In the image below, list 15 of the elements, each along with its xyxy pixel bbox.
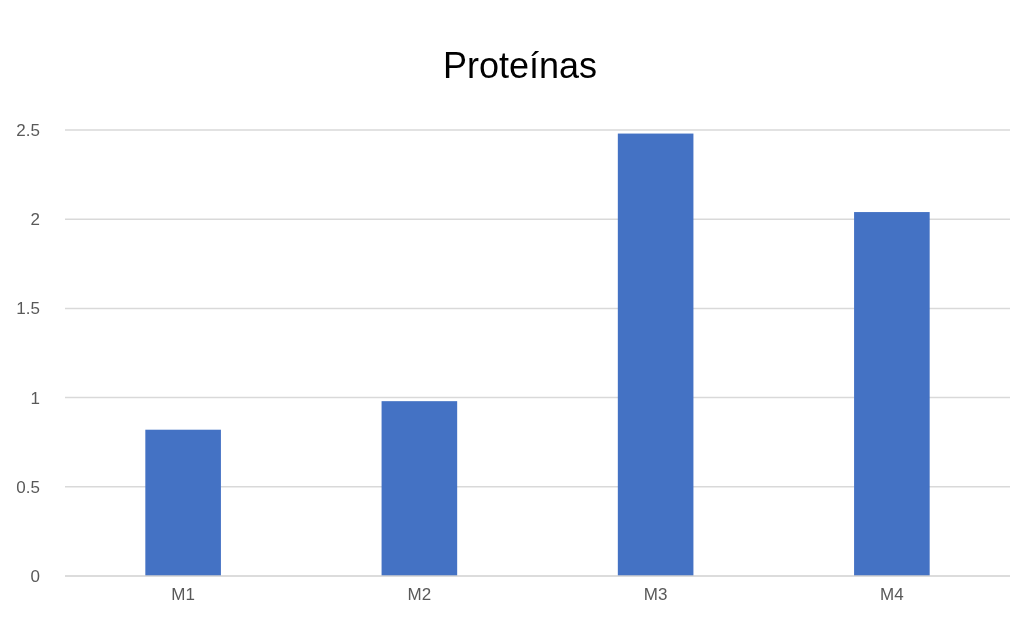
x-tick-label: M1 xyxy=(171,585,195,605)
bar xyxy=(145,429,221,576)
bar xyxy=(854,212,930,576)
y-tick-label: 1.5 xyxy=(16,299,40,319)
bar xyxy=(381,401,458,576)
y-tick-label: 0.5 xyxy=(16,477,40,497)
x-tick-label: M3 xyxy=(643,585,668,605)
y-tick-label: 1 xyxy=(30,388,40,408)
x-tick-label: M2 xyxy=(407,585,432,605)
bar xyxy=(617,133,694,576)
x-tick-label: M4 xyxy=(880,585,904,605)
y-tick-label: 2 xyxy=(30,210,40,230)
chart-title: Proteínas xyxy=(442,45,598,86)
y-tick-label: 2.5 xyxy=(16,120,40,140)
y-tick-label: 0 xyxy=(30,566,40,586)
